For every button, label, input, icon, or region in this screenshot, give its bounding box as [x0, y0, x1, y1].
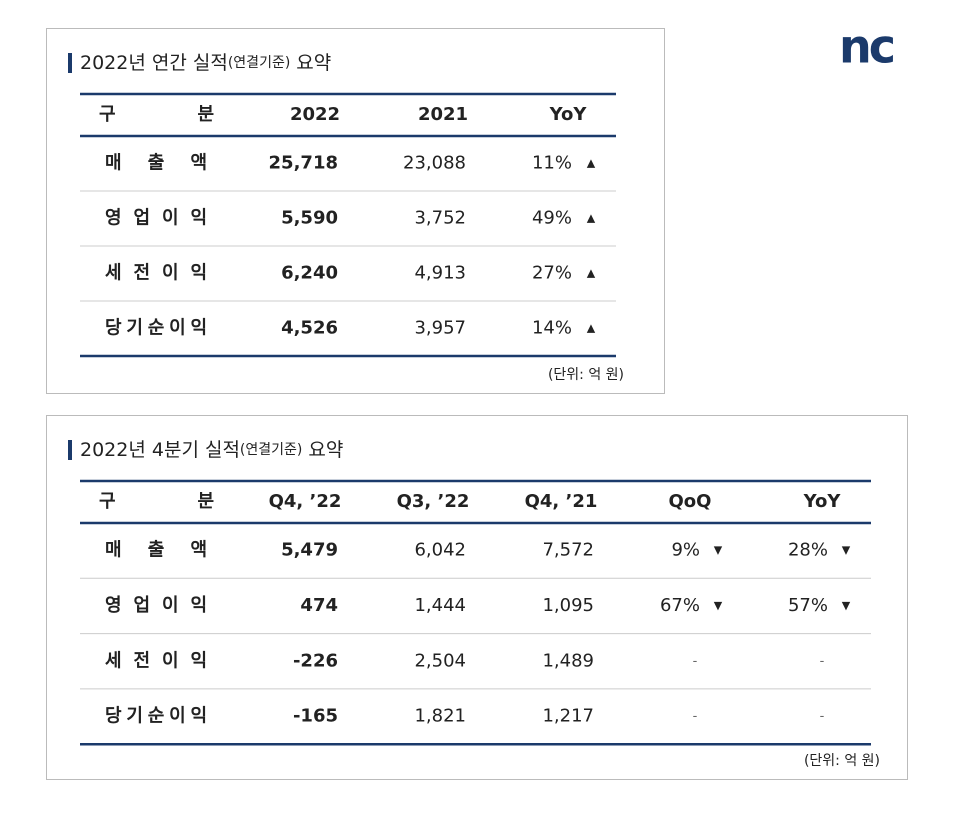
header-cell: QoQ	[669, 491, 712, 512]
title-main: 2022년 4분기 실적	[80, 439, 240, 461]
row-label: 세 전 이 익	[105, 650, 207, 671]
change-arrow: ▲	[587, 212, 596, 225]
title-bar	[68, 53, 72, 73]
row-label: 매 출 액	[105, 540, 207, 561]
cell: 1,217	[542, 706, 594, 727]
title-note: (연결기준)	[240, 442, 302, 458]
change-value: 14%	[532, 318, 572, 339]
change-value: 27%	[532, 263, 572, 284]
header-cell: Q3, ’22	[397, 491, 470, 512]
cell: -	[820, 709, 825, 724]
row-label: 매 출 액	[105, 153, 207, 174]
change-value: 57%	[788, 595, 828, 616]
cell: 2,504	[414, 650, 466, 671]
cell: 1,821	[414, 706, 466, 727]
cell: 4,913	[414, 263, 466, 284]
cell: 474	[300, 595, 338, 616]
cell: 25,718	[269, 153, 338, 174]
change-arrow: ▲	[587, 322, 596, 335]
change-arrow: ▼	[842, 599, 851, 612]
cell: 1,444	[414, 595, 466, 616]
header-cell: Q4, ’21	[525, 491, 598, 512]
cell: 3,957	[414, 318, 466, 339]
cell: 5,590	[281, 208, 338, 229]
header-cell: YoY	[803, 491, 842, 512]
panel	[46, 28, 665, 394]
cell: 3,752	[414, 208, 466, 229]
cell: 23,088	[403, 153, 466, 174]
change-arrow: ▲	[587, 157, 596, 170]
change-arrow: ▼	[714, 599, 723, 612]
change-arrow: ▲	[587, 267, 596, 280]
change-arrow: ▼	[714, 544, 723, 557]
cell: 5,479	[281, 540, 338, 561]
cell: 6,240	[281, 263, 338, 284]
row-label: 세 전 이 익	[105, 263, 207, 284]
row-label: 영 업 이 익	[105, 208, 207, 229]
cell: -226	[293, 650, 338, 671]
title-note: (연결기준)	[228, 55, 290, 71]
cell: -	[693, 709, 698, 724]
cell: 6,042	[414, 540, 466, 561]
header-cell: YoY	[549, 104, 588, 125]
unit-note: (단위: 억 원)	[804, 753, 880, 769]
change-value: 9%	[671, 540, 700, 561]
title: 2022년 연간 실적(연결기준) 요약	[80, 52, 331, 74]
unit-note: (단위: 억 원)	[548, 367, 624, 383]
change-value: 49%	[532, 208, 572, 229]
header-cell: 2021	[418, 104, 468, 125]
cell: -165	[293, 706, 338, 727]
header-cell: Q4, ’22	[269, 491, 342, 512]
panel	[46, 415, 908, 780]
title-tail: 요약	[308, 439, 343, 461]
title: 2022년 4분기 실적(연결기준) 요약	[80, 439, 343, 461]
row-label: 당기순이익	[105, 706, 207, 727]
cell: -	[693, 654, 698, 669]
title-bar	[68, 440, 72, 460]
change-value: 28%	[788, 540, 828, 561]
cell: 1,489	[542, 650, 594, 671]
row-label: 영 업 이 익	[105, 595, 207, 616]
title-tail: 요약	[296, 52, 331, 74]
logo: nc	[839, 20, 894, 74]
cell: 7,572	[542, 540, 594, 561]
header-cell: 2022	[290, 104, 340, 125]
change-value: 67%	[660, 595, 700, 616]
change-value: 11%	[532, 153, 572, 174]
change-arrow: ▼	[842, 544, 851, 557]
row-label: 당기순이익	[105, 318, 207, 339]
cell: 1,095	[542, 595, 594, 616]
cell: 4,526	[281, 318, 338, 339]
title-main: 2022년 연간 실적	[80, 52, 228, 74]
cell: -	[820, 654, 825, 669]
